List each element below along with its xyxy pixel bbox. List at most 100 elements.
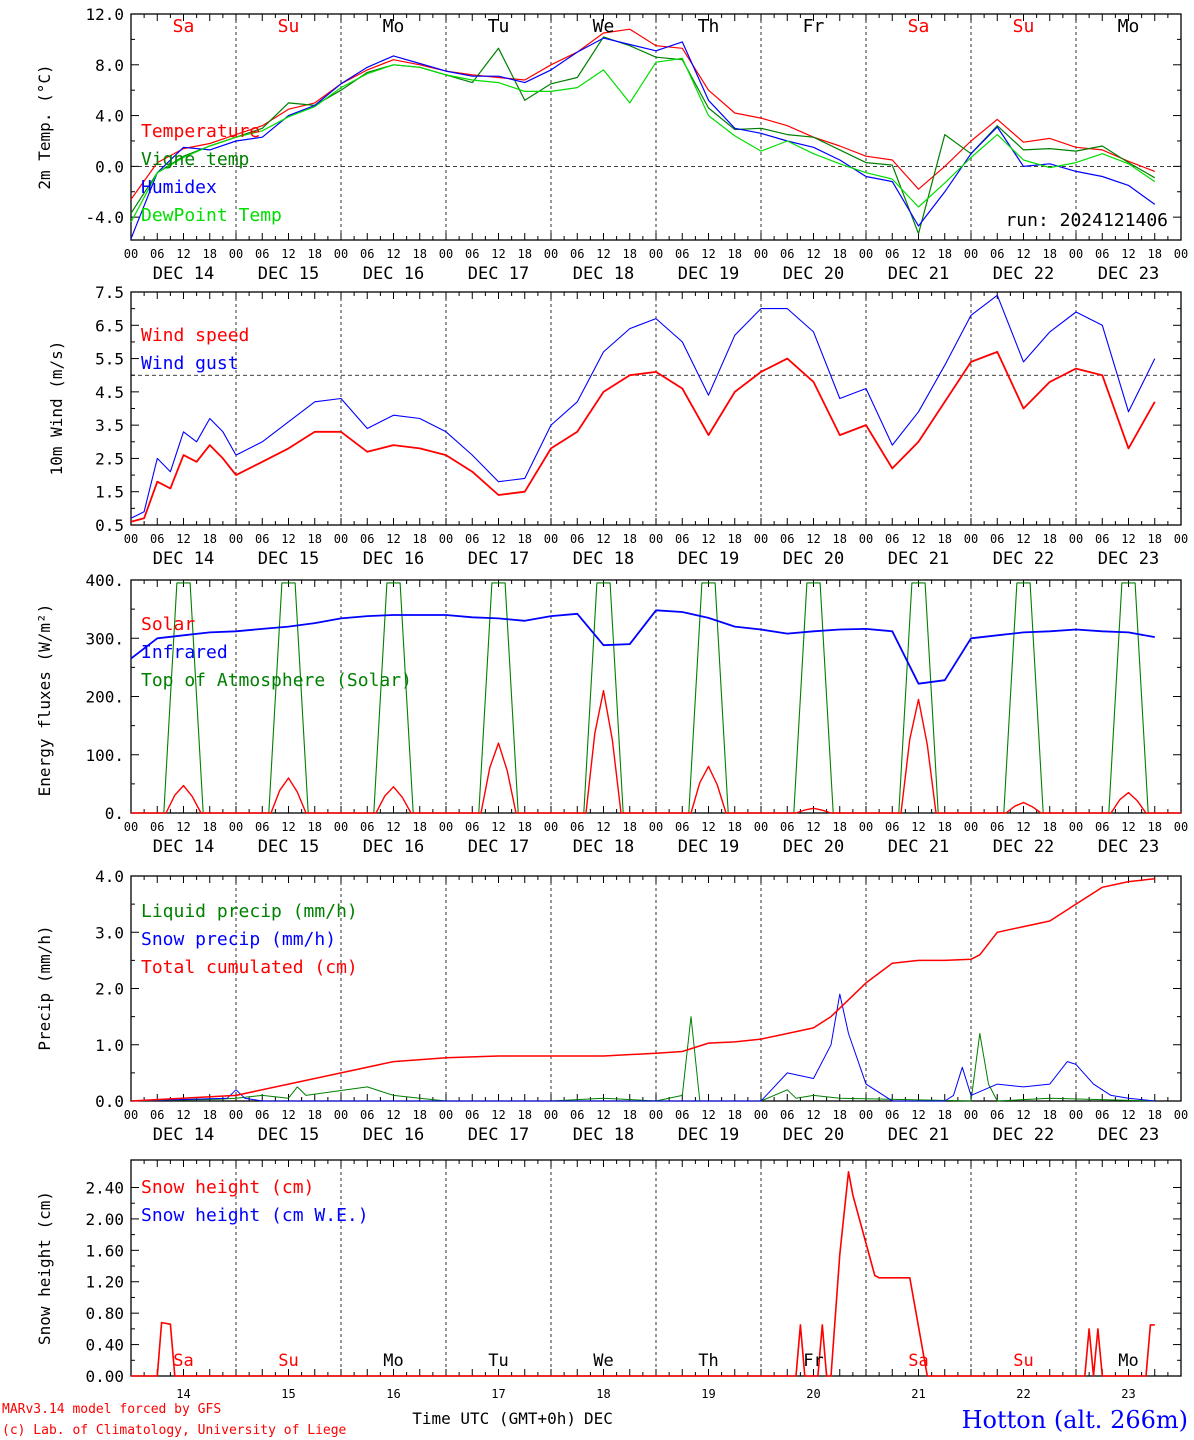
hour-tick-label: 06 (570, 532, 584, 546)
weekday-label: Su (1013, 16, 1035, 37)
hour-tick-label: 18 (203, 247, 217, 261)
hour-tick-label: 18 (518, 532, 532, 546)
day-label: DEC 23 (1098, 1125, 1159, 1145)
hour-tick-label: 12 (1121, 1108, 1135, 1122)
hour-tick-label: 06 (465, 532, 479, 546)
y-axis-title: 2m Temp. (°C) (35, 64, 54, 189)
weekday-label: Mo (1118, 1351, 1138, 1371)
hour-tick-label: 00 (649, 1108, 663, 1122)
day-label: DEC 19 (678, 264, 739, 284)
legend-entry: Wind gust (141, 353, 239, 374)
hour-tick-label: 18 (833, 247, 847, 261)
day-label: DEC 14 (153, 549, 214, 569)
hour-tick-label: 00 (334, 820, 348, 834)
panel-5: 0.00 0.40 0.80 1.20 1.60 2.00 2.40 Snow height … (35, 1159, 1182, 1401)
hour-tick-label: 06 (150, 1108, 164, 1122)
hour-tick-label: 12 (491, 532, 505, 546)
hour-tick-label: 00 (649, 532, 663, 546)
hour-tick-label: 06 (465, 820, 479, 834)
hour-tick-label: 06 (360, 247, 374, 261)
hour-tick-label: 00 (649, 247, 663, 261)
weekday-label: Tu (488, 16, 510, 37)
hour-tick-label: 12 (596, 820, 610, 834)
hour-tick-label: 00 (544, 1108, 558, 1122)
hour-tick-label: 00 (544, 247, 558, 261)
hour-tick-label: 06 (1095, 820, 1109, 834)
hour-tick-label: 18 (518, 820, 532, 834)
legend-entry: Snow height (cm) (141, 1177, 314, 1198)
y-tick-label: 2.00 (85, 1210, 124, 1229)
hour-tick-label: 12 (1121, 820, 1135, 834)
y-axis-title: Energy fluxes (W/m²) (35, 604, 54, 797)
hour-tick-label: 00 (439, 1108, 453, 1122)
series-line (130, 294, 1156, 519)
hour-tick-label: 18 (203, 820, 217, 834)
weekday-label: Sa (908, 16, 930, 37)
legend-entry: Top of Atmosphere (Solar) (141, 670, 412, 691)
day-label: DEC 18 (573, 837, 634, 857)
hour-tick-label: 00 (439, 820, 453, 834)
y-tick-label: 0.40 (85, 1336, 124, 1355)
y-tick-label: 300. (85, 629, 124, 648)
hour-tick-label: 00 (1174, 247, 1188, 261)
day-label: DEC 18 (573, 549, 634, 569)
hour-tick-label: 18 (728, 820, 742, 834)
hour-tick-label: 12 (596, 247, 610, 261)
hour-tick-label: 18 (413, 820, 427, 834)
y-tick-label: 3.0 (95, 923, 124, 942)
hour-tick-label: 06 (360, 820, 374, 834)
hour-tick-label: 00 (1069, 532, 1083, 546)
panel-3: 0. 100. 200. 300. 400. Energy fluxes (W/m²) So… (35, 571, 1188, 857)
hour-tick-label: 06 (150, 532, 164, 546)
hour-tick-label: 00 (964, 247, 978, 261)
hour-tick-label: 18 (308, 247, 322, 261)
bottom-day-label: 15 (281, 1387, 295, 1401)
bottom-day-label: 23 (1121, 1387, 1135, 1401)
hour-tick-label: 00 (1069, 820, 1083, 834)
hour-tick-label: 18 (623, 247, 637, 261)
hour-tick-label: 12 (281, 1108, 295, 1122)
day-label: DEC 17 (468, 1125, 529, 1145)
day-label: DEC 21 (888, 264, 949, 284)
hour-tick-label: 12 (1121, 532, 1135, 546)
hour-tick-label: 12 (911, 1108, 925, 1122)
hour-tick-label: 00 (439, 247, 453, 261)
day-label: DEC 17 (468, 264, 529, 284)
hour-tick-label: 06 (885, 247, 899, 261)
day-label: DEC 20 (783, 837, 844, 857)
hour-tick-label: 00 (1174, 820, 1188, 834)
hour-tick-label: 00 (1069, 1108, 1083, 1122)
panel-4: 0.0 1.0 2.0 3.0 4.0 Precip (mm/h) Liquid preci… (35, 867, 1188, 1145)
day-label: DEC 23 (1098, 264, 1159, 284)
y-tick-label: 12.0 (85, 5, 124, 24)
legend-entry: Wind speed (141, 325, 249, 346)
hour-tick-label: 00 (334, 532, 348, 546)
day-label: DEC 16 (363, 1125, 424, 1145)
hour-tick-label: 00 (754, 1108, 768, 1122)
day-label: DEC 14 (153, 837, 214, 857)
hour-tick-label: 12 (176, 532, 190, 546)
hour-tick-label: 06 (780, 247, 794, 261)
weekday-label: Th (698, 16, 720, 37)
y-tick-label: 0.0 (95, 157, 124, 176)
hour-tick-label: 00 (544, 532, 558, 546)
hour-tick-label: 12 (806, 247, 820, 261)
hour-tick-label: 00 (229, 532, 243, 546)
hour-tick-label: 18 (1148, 1108, 1162, 1122)
hour-tick-label: 00 (859, 247, 873, 261)
series-line (130, 993, 1155, 1102)
day-label: DEC 15 (258, 1125, 319, 1145)
y-tick-label: 400. (85, 571, 124, 590)
hour-tick-label: 12 (701, 532, 715, 546)
hour-tick-label: 12 (596, 1108, 610, 1122)
bottom-day-label: 21 (911, 1387, 925, 1401)
hour-tick-label: 18 (413, 247, 427, 261)
y-axis-title: Precip (mm/h) (35, 925, 54, 1050)
hour-tick-label: 06 (255, 820, 269, 834)
hour-tick-label: 06 (675, 247, 689, 261)
legend-entry: DewPoint Temp (141, 205, 282, 226)
hour-tick-label: 00 (229, 1108, 243, 1122)
day-label: DEC 22 (993, 264, 1054, 284)
hour-tick-label: 00 (754, 820, 768, 834)
hour-tick-label: 00 (859, 1108, 873, 1122)
